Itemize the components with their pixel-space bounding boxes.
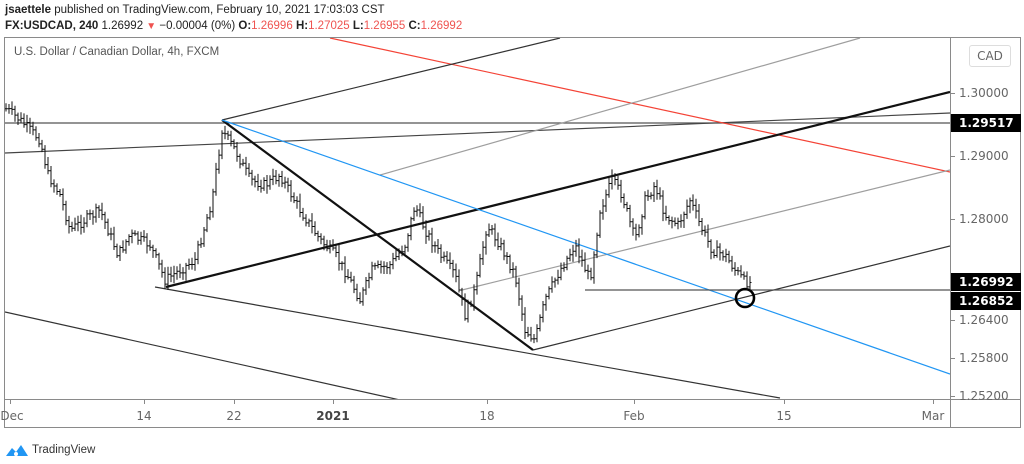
bottom-falling-line (5, 311, 399, 399)
open-label: O: (238, 20, 252, 32)
time-tick (144, 400, 145, 404)
symbol-label: FX:USDCAD, 240 (5, 20, 99, 32)
price-label: 1.29000 (959, 149, 1009, 163)
last-price: 1.26992 (101, 20, 144, 32)
price-tick (950, 219, 955, 220)
publish-info: jsaettele published on TradingView.com, … (5, 4, 385, 16)
time-tick (10, 400, 11, 404)
high-label: H: (295, 20, 309, 32)
close-label: C: (408, 20, 421, 32)
time-label: Feb (623, 409, 645, 423)
gray-mid-line (461, 169, 950, 291)
price-tick (950, 320, 955, 321)
time-tick (333, 400, 334, 404)
time-axis-border (4, 399, 1021, 400)
time-label: 22 (226, 409, 242, 423)
high-value: 1.27025 (308, 20, 350, 32)
price-badge-129517: 1.29517 (951, 114, 1021, 132)
time-tick (487, 400, 488, 404)
down-arrow-icon: ▼ (146, 21, 157, 32)
price-tick (950, 93, 955, 94)
price-change: −0.00004 (0%) (159, 20, 236, 32)
thick-rising-trendline (165, 90, 950, 289)
price-label: 1.25200 (959, 389, 1009, 403)
price-label: 1.28000 (959, 212, 1009, 226)
published-text: published on TradingView.com, February 1… (54, 4, 385, 16)
time-label: Mar (921, 409, 945, 423)
highlight-circle (734, 287, 756, 309)
time-tick (634, 400, 635, 404)
lower-falling-line (154, 286, 781, 399)
price-tick (950, 156, 955, 157)
channel-mid-gray-line (379, 38, 861, 176)
close-value: 1.26992 (420, 20, 463, 32)
tradingview-brand[interactable]: TradingView (6, 441, 95, 459)
lower-rising-line (532, 245, 950, 351)
price-axis-border (950, 37, 951, 428)
price-label: 1.26400 (959, 313, 1009, 327)
open-value: 1.26996 (251, 20, 293, 32)
tradingview-logo-icon (6, 445, 28, 456)
time-label: 14 (136, 409, 152, 423)
red-trendline (329, 38, 950, 173)
price-label: 1.25800 (959, 351, 1009, 365)
author-name[interactable]: jsaettele (5, 4, 52, 16)
chart-frame (4, 37, 1021, 428)
low-label: L: (352, 20, 364, 32)
time-tick (784, 400, 785, 404)
trendline-upper-flat (5, 112, 950, 154)
price-tick (950, 358, 955, 359)
channel-upper-line (221, 38, 561, 121)
price-badge-126852: 1.26852 (951, 292, 1021, 310)
time-label: 18 (479, 409, 495, 423)
time-label: Dec (0, 409, 24, 423)
price-badge-last: 1.26992 (951, 273, 1021, 291)
currency-button[interactable]: CAD (969, 45, 1011, 67)
price-tick (950, 396, 955, 397)
time-tick (234, 400, 235, 404)
brand-name: TradingView (32, 444, 96, 456)
blue-trendline (221, 119, 950, 375)
time-tick (933, 400, 934, 404)
low-value: 1.26955 (363, 20, 406, 32)
time-label-year: 2021 (316, 409, 350, 423)
symbol-info: FX:USDCAD, 240 1.26992 ▼ −0.00004 (0%) O… (5, 20, 462, 32)
price-label: 1.30000 (959, 86, 1009, 100)
time-label: 15 (776, 409, 792, 423)
chart-title: U.S. Dollar / Canadian Dollar, 4h, FXCM (14, 46, 220, 58)
thick-falling-trendline (221, 119, 534, 351)
ohlc-bars (5, 101, 752, 344)
